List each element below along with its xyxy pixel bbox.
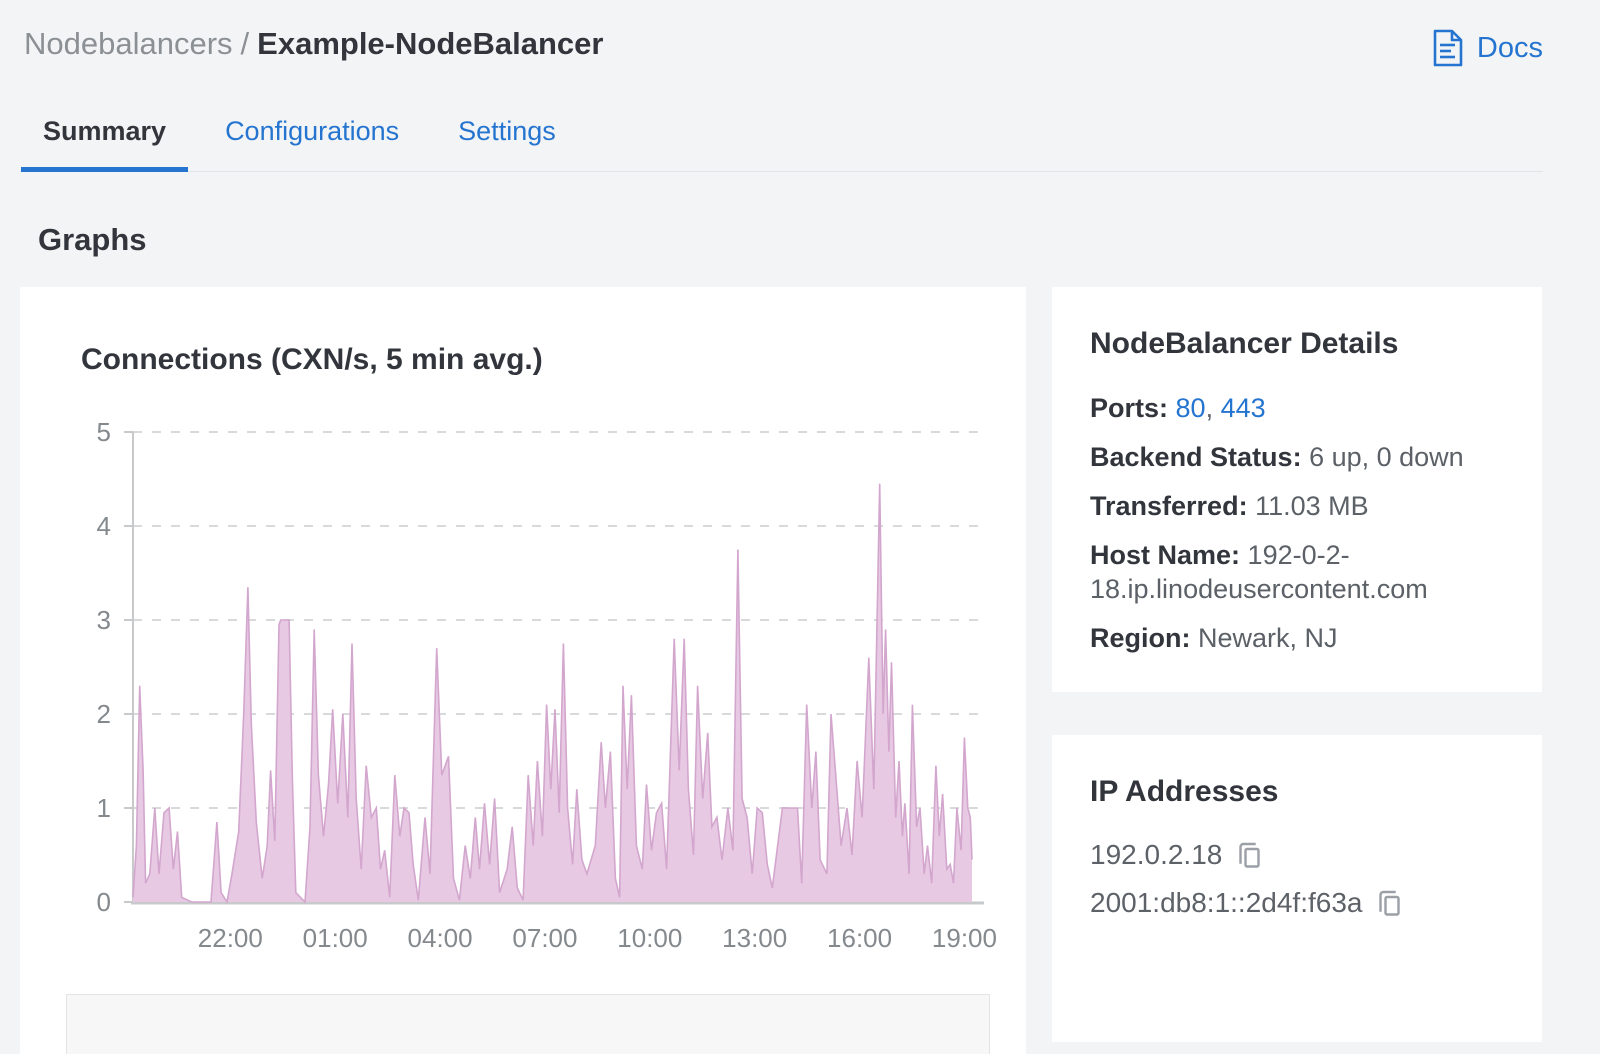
x-tick-label-01:00: 01:00 [303, 923, 368, 953]
docs-icon [1433, 29, 1463, 67]
docs-label: Docs [1476, 31, 1543, 64]
breadcrumb-separator: / [240, 26, 250, 61]
detail-label: Backend Status: [1090, 442, 1302, 472]
ip-address-row: 2001:db8:1::2d4f:f63a [1090, 887, 1504, 919]
y-tick-label: 0 [97, 887, 111, 917]
detail-label: Transferred: [1090, 491, 1248, 521]
y-tick-label: 4 [97, 511, 111, 541]
port-link-443[interactable]: 443 [1220, 393, 1266, 423]
detail-value: 6 up, 0 down [1309, 442, 1464, 472]
section-title: Graphs [38, 222, 147, 257]
ip-address-row: 192.0.2.18 [1090, 839, 1504, 871]
ip-addresses-title: IP Addresses [1090, 775, 1279, 808]
ip-list: 192.0.2.18 2001:db8:1::2d4f:f63a [1090, 839, 1504, 919]
detail-row-transferred: Transferred: 11.03 MB [1090, 489, 1504, 523]
connections-area-chart: 0 1 2 3 4 5 22:00 01:00 04:00 07:00 10:00 13:00 16:0… [97, 417, 997, 953]
ip-addresses-card: IP Addresses 192.0.2.18 2001:db8:1::2d4f… [1052, 735, 1542, 1042]
copy-ip-button[interactable] [1376, 888, 1403, 919]
breadcrumb-nodebalancers[interactable]: Nodebalancers [24, 26, 233, 61]
detail-row-ports: Ports: 80, 443 [1090, 393, 1266, 423]
page-header: Nodebalancers / Example-NodeBalancer Docs [0, 0, 1600, 68]
x-tick-label-10:00: 10:00 [617, 923, 682, 953]
copy-ip-button[interactable] [1236, 840, 1263, 871]
port-link-80[interactable]: 80 [1175, 393, 1206, 423]
ip-address-text: 2001:db8:1::2d4f:f63a [1090, 887, 1363, 918]
detail-label: Ports: [1090, 393, 1169, 423]
connections-area [133, 483, 972, 902]
x-tick-label-04:00: 04:00 [408, 923, 473, 953]
detail-value: 192-0-2-18.ip.linodeusercontent.com [1090, 540, 1428, 604]
tab-settings[interactable]: Settings [458, 116, 556, 146]
docs-link[interactable]: Docs [1430, 24, 1543, 68]
x-tick-label-19:00: 19:00 [932, 923, 997, 953]
x-tick-label-13:00: 13:00 [722, 923, 787, 953]
main-content: Connections (CXN/s, 5 min avg.) 0 1 2 3 4 5 22… [20, 287, 1600, 1054]
y-tick-label: 1 [97, 793, 111, 823]
tab-summary[interactable]: Summary [21, 98, 189, 172]
side-panels: NodeBalancer Details Ports: 80, 443 Backe… [1052, 287, 1542, 1042]
breadcrumb-current: Example-NodeBalancer [257, 26, 604, 61]
detail-row-region: Region: Newark, NJ [1090, 621, 1504, 655]
detail-value: 11.03 MB [1255, 491, 1369, 521]
tab-configurations[interactable]: Configurations [225, 116, 400, 146]
chart-title: Connections (CXN/s, 5 min avg.) [81, 343, 543, 376]
chart-legend-placeholder [66, 994, 990, 1054]
detail-label: Region: [1090, 623, 1191, 653]
detail-value: Newark, NJ [1198, 623, 1338, 653]
detail-label: Host Name: [1090, 540, 1241, 570]
copy-icon [1239, 842, 1261, 868]
x-tick-label-16:00: 16:00 [827, 923, 892, 953]
details-title: NodeBalancer Details [1090, 327, 1399, 360]
copy-icon [1379, 890, 1401, 916]
connections-chart-card: Connections (CXN/s, 5 min avg.) 0 1 2 3 4 5 22… [20, 287, 1026, 1054]
breadcrumb: Nodebalancers / Example-NodeBalancer [24, 24, 603, 64]
connections-line [132, 483, 973, 905]
tab-bar: Summary Configurations Settings [20, 98, 1543, 172]
nodebalancer-details-card: NodeBalancer Details Ports: 80, 443 Backe… [1052, 287, 1542, 692]
detail-row-host-name: Host Name: 192-0-2-18.ip.linodeuserconte… [1090, 538, 1504, 606]
y-tick-label: 2 [97, 699, 111, 729]
x-tick-label-07:00: 07:00 [512, 923, 577, 953]
ip-address-text: 192.0.2.18 [1090, 839, 1223, 870]
y-tick-label: 5 [97, 417, 111, 447]
x-tick-label-22:00: 22:00 [198, 923, 263, 953]
y-tick-label: 3 [97, 605, 111, 635]
detail-row-backend-status: Backend Status: 6 up, 0 down [1090, 440, 1504, 474]
